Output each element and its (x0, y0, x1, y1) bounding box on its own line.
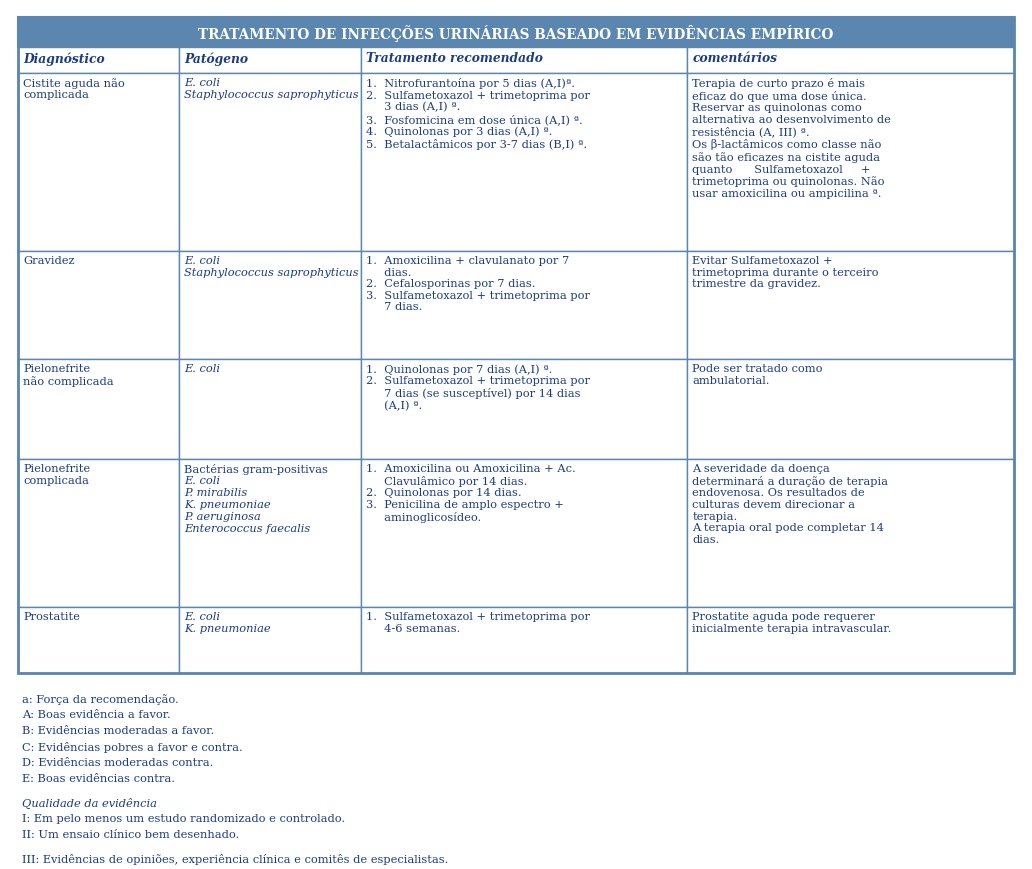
Bar (18, 360, 180, 460)
Text: 1.  Amoxicilina ou Amoxicilina + Ac.
     Clavulâmico por 14 dias.
2.  Quinolona: 1. Amoxicilina ou Amoxicilina + Ac. Clav… (365, 463, 576, 522)
Bar (687, 460, 1014, 607)
Text: B: Evidências moderadas a favor.: B: Evidências moderadas a favor. (22, 725, 215, 735)
Bar (687, 607, 1014, 673)
Bar (18, 18, 1014, 48)
Bar (180, 607, 360, 673)
Text: D: Evidências moderadas contra.: D: Evidências moderadas contra. (22, 757, 214, 767)
Text: Pielonefrite
complicada: Pielonefrite complicada (23, 463, 90, 485)
Bar (360, 48, 687, 74)
Text: I: Em pelo menos um estudo randomizado e controlado.: I: Em pelo menos um estudo randomizado e… (22, 813, 345, 823)
Bar (360, 74, 687, 252)
Bar (180, 48, 360, 74)
Text: A: Boas evidência a favor.: A: Boas evidência a favor. (22, 709, 170, 720)
Bar (18, 252, 180, 360)
Text: Evitar Sulfametoxazol +
trimetoprima durante o terceiro
trimestre da gravidez.: Evitar Sulfametoxazol + trimetoprima dur… (692, 255, 879, 289)
Text: 1.  Nitrofurantoína por 5 dias (A,I)ª.
2.  Sulfametoxazol + trimetoprima por
   : 1. Nitrofurantoína por 5 dias (A,I)ª. 2.… (365, 78, 589, 150)
Bar (180, 460, 360, 607)
Text: Patógeno: Patógeno (185, 52, 249, 65)
Text: Staphylococcus saprophyticus: Staphylococcus saprophyticus (185, 90, 359, 100)
Bar (18, 74, 180, 252)
Text: 1.  Amoxicilina + clavulanato por 7
     dias.
2.  Cefalosporinas por 7 dias.
3.: 1. Amoxicilina + clavulanato por 7 dias.… (365, 255, 589, 312)
Text: E. coli: E. coli (185, 363, 221, 374)
Bar (180, 360, 360, 460)
Text: K. pneumoniae: K. pneumoniae (185, 623, 271, 634)
Text: TRATAMENTO DE INFECÇÕES URINÁRIAS BASEADO EM EVIDÊNCIAS EMPÍRICO: TRATAMENTO DE INFECÇÕES URINÁRIAS BASEAD… (198, 24, 834, 42)
Text: E. coli: E. coli (185, 475, 221, 486)
Bar (18, 607, 180, 673)
Text: E. coli: E. coli (185, 611, 221, 621)
Bar (180, 74, 360, 252)
Text: Pode ser tratado como
ambulatorial.: Pode ser tratado como ambulatorial. (692, 363, 823, 385)
Text: P. aeruginosa: P. aeruginosa (185, 512, 261, 521)
Text: II: Um ensaio clínico bem desenhado.: II: Um ensaio clínico bem desenhado. (22, 829, 239, 839)
Text: Cistite aguda não
complicada: Cistite aguda não complicada (23, 78, 125, 100)
Bar (180, 252, 360, 360)
Text: Enterococcus faecalis: Enterococcus faecalis (185, 523, 311, 534)
Bar (360, 460, 687, 607)
Text: C: Evidências pobres a favor e contra.: C: Evidências pobres a favor e contra. (22, 741, 243, 753)
Text: 1.  Sulfametoxazol + trimetoprima por
     4-6 semanas.: 1. Sulfametoxazol + trimetoprima por 4-6… (365, 611, 589, 633)
Text: Staphylococcus saprophyticus: Staphylococcus saprophyticus (185, 268, 359, 278)
Text: comentários: comentários (692, 52, 777, 65)
Text: Gravidez: Gravidez (23, 255, 74, 266)
Text: Tratamento recomendado: Tratamento recomendado (365, 52, 543, 65)
Text: Qualidade da evidência: Qualidade da evidência (22, 797, 157, 808)
Text: A severidade da doença
determinará a duração de terapia
endovenosa. Os resultado: A severidade da doença determinará a dur… (692, 463, 889, 544)
Text: Prostatite: Prostatite (23, 611, 79, 621)
Text: Pielonefrite
não complicada: Pielonefrite não complicada (23, 363, 114, 386)
Bar (18, 460, 180, 607)
Bar (18, 48, 180, 74)
Bar (687, 360, 1014, 460)
Text: K. pneumoniae: K. pneumoniae (185, 500, 271, 509)
Text: III: Evidências de opiniões, experiência clínica e comitês de especialistas.: III: Evidências de opiniões, experiência… (22, 853, 448, 864)
Text: 1.  Quinolonas por 7 dias (A,I) ª.
2.  Sulfametoxazol + trimetoprima por
     7 : 1. Quinolonas por 7 dias (A,I) ª. 2. Sul… (365, 363, 589, 410)
Bar (360, 252, 687, 360)
Text: E: Boas evidências contra.: E: Boas evidências contra. (22, 773, 175, 783)
Bar (687, 252, 1014, 360)
Text: E. coli: E. coli (185, 78, 221, 88)
Text: Diagnóstico: Diagnóstico (23, 52, 104, 65)
Text: Bactérias gram-positivas: Bactérias gram-positivas (185, 463, 328, 474)
Text: a: Força da recomendação.: a: Força da recomendação. (22, 693, 179, 704)
Bar (687, 48, 1014, 74)
Bar (18, 18, 1014, 673)
Bar (360, 607, 687, 673)
Bar (687, 74, 1014, 252)
Text: E. coli: E. coli (185, 255, 221, 266)
Text: P. mirabilis: P. mirabilis (185, 488, 248, 497)
Bar (360, 360, 687, 460)
Text: Terapia de curto prazo é mais
eficaz do que uma dose única.
Reservar as quinolon: Terapia de curto prazo é mais eficaz do … (692, 78, 892, 198)
Text: Prostatite aguda pode requerer
inicialmente terapia intravascular.: Prostatite aguda pode requerer inicialme… (692, 611, 892, 633)
